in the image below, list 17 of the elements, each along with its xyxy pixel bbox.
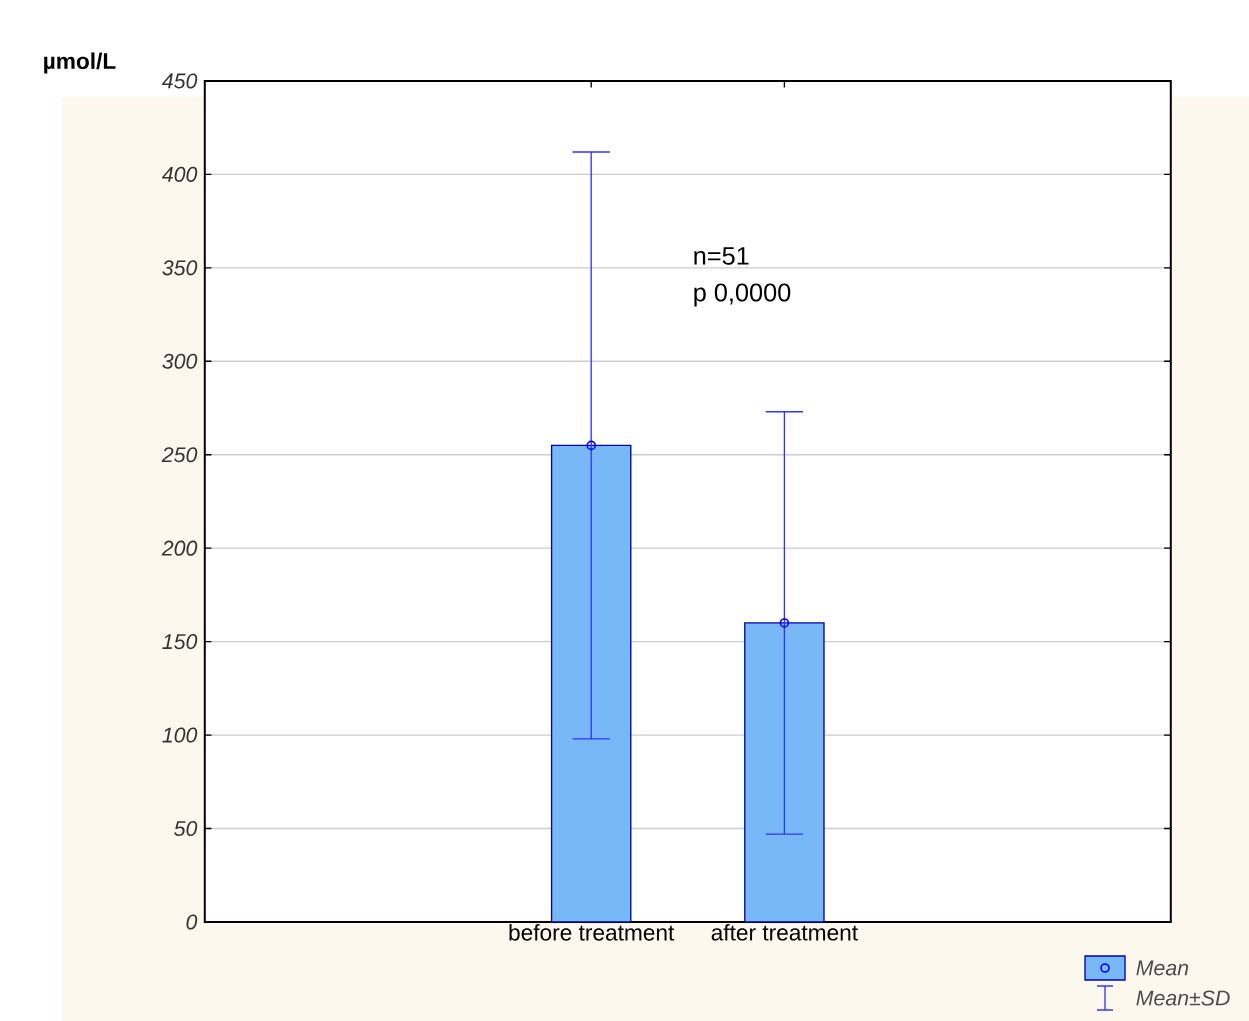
y-tick-label: 350 [162,260,198,276]
annotation: n=51 [694,247,749,265]
x-tick-label: after treatment [711,924,858,941]
legend-label: Mean [1136,960,1189,976]
x-tick-label: before treatment [509,924,675,941]
y-axis-title: µmol/L [44,52,116,74]
y-tick-label: 200 [161,540,198,556]
y-tick-label: 300 [162,353,198,369]
y-tick-label: 250 [161,447,198,463]
y-tick-label: 400 [161,166,198,182]
y-tick-label: 100 [162,727,198,743]
annotation: p 0,0000 [694,283,791,307]
y-tick-label: 0 [186,914,198,930]
y-tick-label: 50 [174,820,198,837]
y-tick-label: 450 [161,73,198,89]
text: Mean±SD [1136,990,1230,1006]
y-tick-label: 150 [162,634,198,650]
